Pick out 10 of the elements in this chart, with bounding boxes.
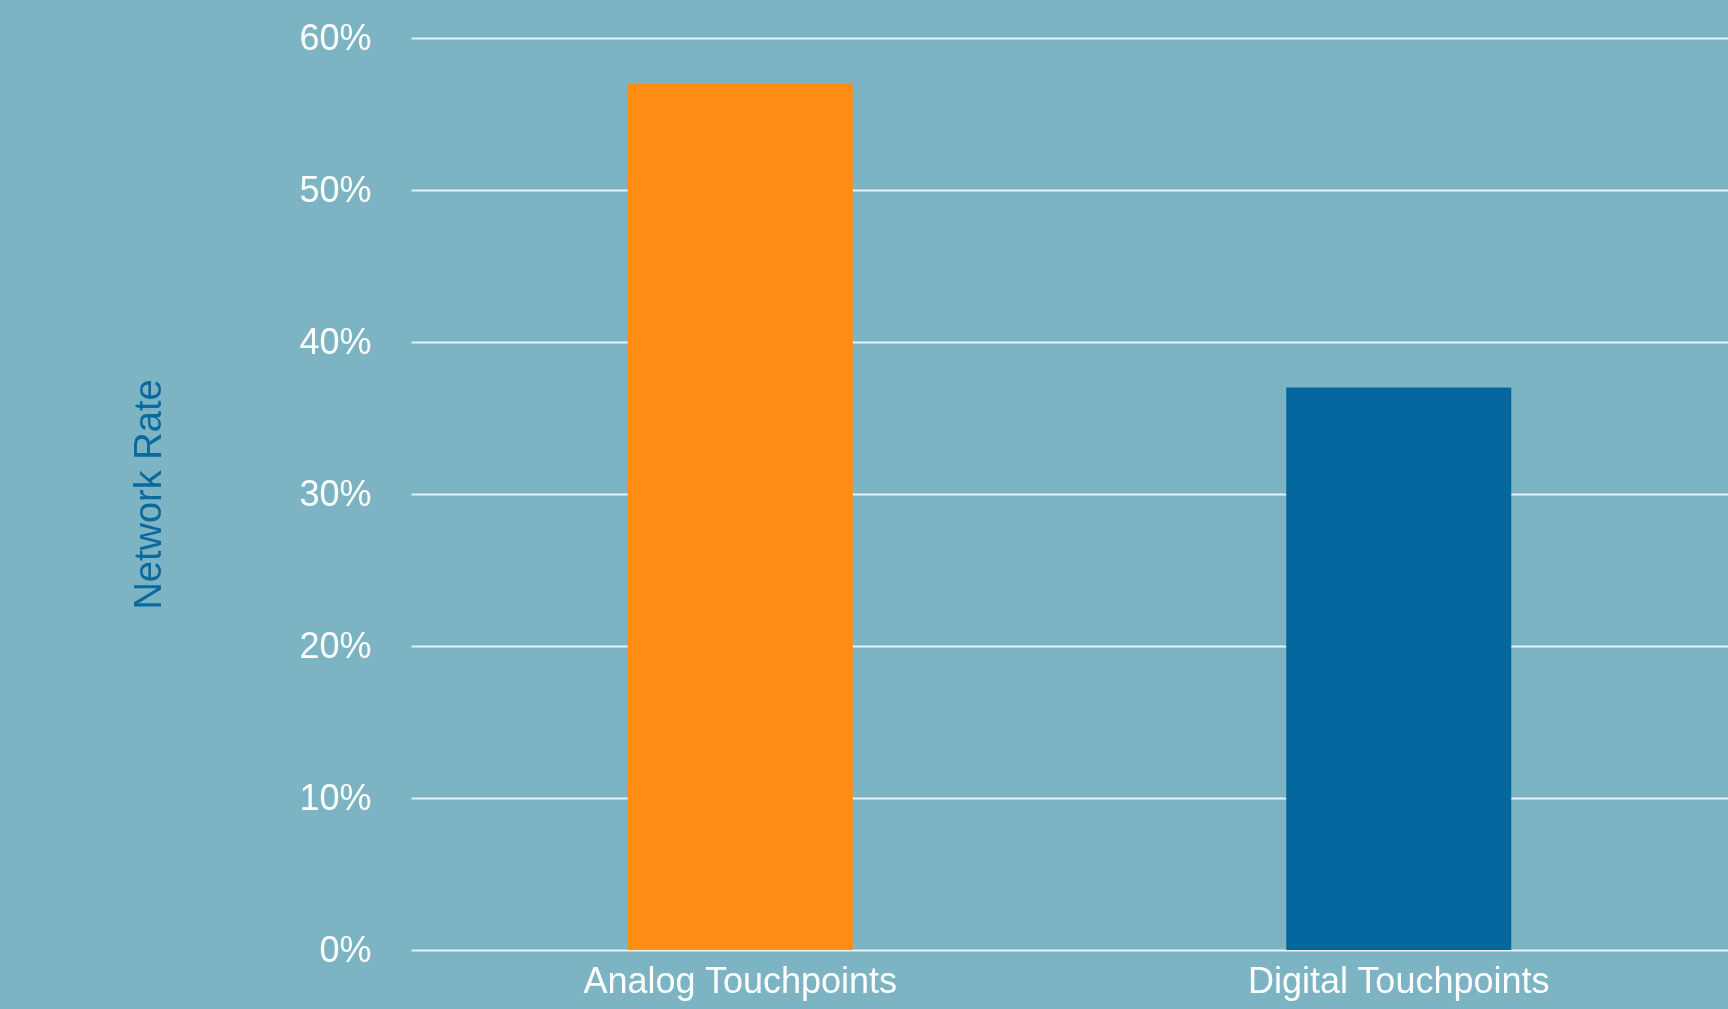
y-tick-label: 50% [299, 168, 372, 210]
y-tick-label: 10% [299, 776, 372, 818]
y-tick-label: 0% [319, 928, 372, 970]
y-tick-label: 60% [299, 16, 372, 58]
y-axis-title: Network Rate [127, 379, 170, 610]
x-tick-label: Analog Touchpoints [583, 959, 898, 1001]
y-tick-label: 30% [299, 472, 372, 514]
y-tick-label: 40% [299, 320, 372, 362]
y-tick-label: 20% [299, 624, 372, 666]
x-tick-label: Digital Touchpoints [1247, 959, 1550, 1001]
